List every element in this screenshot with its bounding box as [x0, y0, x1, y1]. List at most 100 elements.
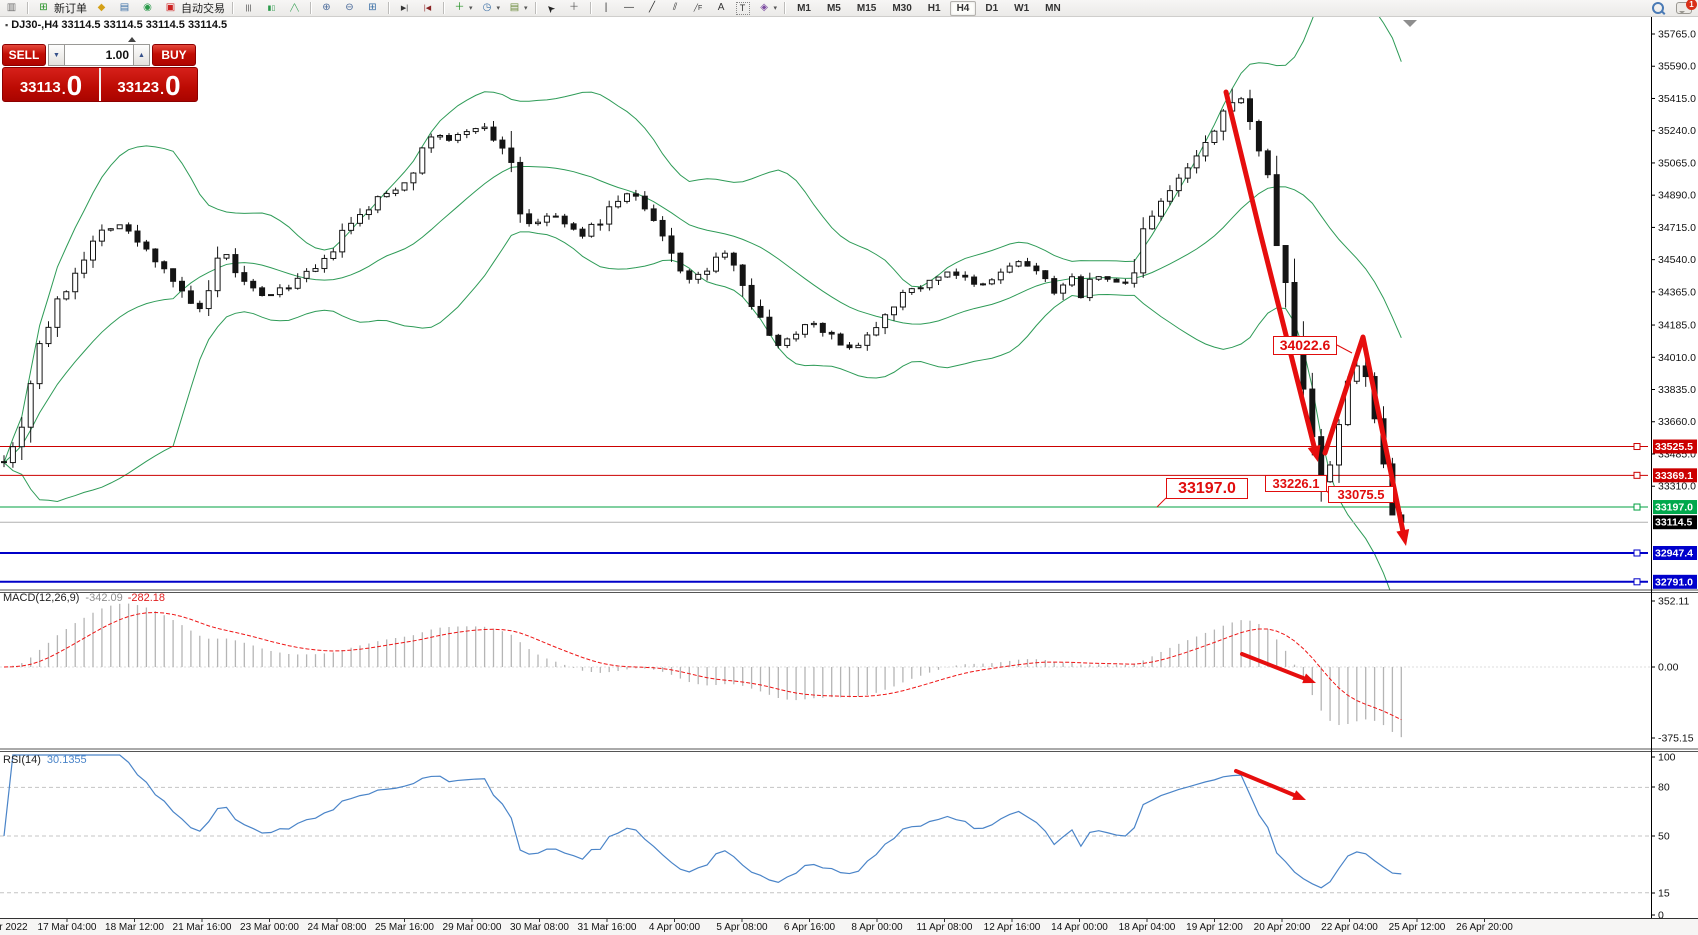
time-axis-label: 25 Apr 12:00	[1389, 922, 1446, 933]
price-level-badge-text: 33525.5	[1655, 441, 1693, 453]
equidistant-channel-icon[interactable]: ⫽	[665, 1, 686, 16]
sell-button[interactable]: SELL	[2, 44, 46, 66]
annotation-connector	[1393, 496, 1400, 518]
price-level-badge	[1653, 546, 1697, 561]
time-axis-label: 5 Apr 08:00	[716, 922, 768, 933]
chart-shift-marker-icon[interactable]	[1403, 20, 1417, 27]
timeframe-h4-button[interactable]: H4	[949, 0, 977, 16]
timeframe-m5-button[interactable]: M5	[826, 2, 841, 14]
time-axis-label: 20 Apr 20:00	[1254, 922, 1311, 933]
timeframe-d1-button[interactable]: D1	[985, 2, 999, 14]
timeframe-m15-button[interactable]: M15	[856, 2, 877, 14]
toolbar-separator	[27, 2, 28, 14]
buy-price[interactable]: 33123. 0	[117, 70, 181, 101]
zoom-out-icon[interactable]: ⊖	[339, 1, 360, 16]
level-drag-handle[interactable]	[1633, 471, 1641, 479]
trend-arrow[interactable]	[1223, 89, 1317, 449]
trendline-icon[interactable]: ╱	[642, 1, 663, 16]
eraser-icon[interactable]: ◆	[91, 1, 112, 16]
zoom-in-icon: ⊕	[322, 2, 331, 13]
annotation-connector	[1156, 497, 1167, 508]
template-icon[interactable]: ▤ ▾	[504, 1, 530, 16]
price-axis-label: 34010.0	[1658, 352, 1696, 364]
panel-collapse-arrow-icon[interactable]	[128, 37, 136, 42]
rsi-line	[3, 754, 1402, 889]
timeframe-mn-button[interactable]: MN	[1045, 2, 1061, 14]
text-icon: A	[717, 2, 725, 13]
crosshair-icon[interactable]: ＋	[564, 1, 585, 16]
dropdown-arrow-icon[interactable]: ▾	[496, 5, 501, 12]
toolbar-right-group: 1	[1652, 0, 1697, 16]
time-axis-label: 21 Mar 16:00	[173, 922, 232, 933]
price-level-badge	[1653, 515, 1697, 530]
level-drag-handle[interactable]	[1633, 503, 1641, 511]
horizontal-line-icon[interactable]: —	[619, 1, 640, 16]
line-chart-icon: ╱╲	[290, 4, 299, 12]
trend-arrow-head	[1307, 444, 1321, 462]
time-axis-label: 14 Apr 00:00	[1051, 922, 1108, 933]
dropdown-arrow-icon[interactable]: ▾	[469, 5, 473, 12]
time-axis-label: 29 Mar 00:00	[443, 922, 502, 933]
trend-arrow[interactable]	[1322, 334, 1406, 533]
trend-arrow[interactable]	[1234, 769, 1297, 798]
cursor-icon[interactable]: ➤	[541, 1, 562, 16]
dropdown-arrow-icon[interactable]: ▾	[524, 5, 528, 12]
time-axis-label: 11 Apr 08:00	[917, 922, 973, 933]
price-level-badge	[1653, 439, 1697, 454]
chart-shift-icon[interactable]: |◀	[417, 1, 438, 16]
market-watch-icon[interactable]: ▥	[1, 1, 22, 16]
price-annotation[interactable]: 33226.1	[1265, 475, 1327, 492]
periods-icon[interactable]: ◷ ▾	[477, 1, 503, 16]
indicators-icon[interactable]: ＋ ▾	[449, 1, 475, 16]
dropdown-arrow-icon[interactable]: ▾	[773, 5, 778, 12]
tile-windows-icon[interactable]: ⊞	[362, 1, 383, 16]
trendline-icon: ╱	[649, 2, 656, 13]
chat-icon[interactable]: 1	[1676, 0, 1697, 14]
price-annotation[interactable]: 34022.6	[1273, 336, 1337, 355]
fibonacci-icon[interactable]: ╱F	[688, 1, 709, 16]
new-order-button[interactable]: ⊞ 新订单	[33, 1, 89, 16]
volume-decrease-button[interactable]: ▼	[48, 44, 65, 66]
text-label-icon[interactable]: T	[734, 1, 752, 16]
timeframe-h1-button[interactable]: H1	[927, 2, 941, 14]
time-axis-label: 16 Mar 2022	[0, 922, 28, 933]
search-icon[interactable]	[1652, 2, 1664, 14]
signal-icon[interactable]: ◉	[137, 1, 158, 16]
volume-increase-button[interactable]: ▲	[133, 44, 150, 66]
buy-button[interactable]: BUY	[152, 44, 196, 66]
price-annotation[interactable]: 33075.5	[1328, 486, 1394, 503]
time-axis-label: 19 Apr 12:00	[1186, 922, 1243, 933]
vertical-line-icon[interactable]: |	[596, 1, 617, 16]
timeframe-m30-button[interactable]: M30	[892, 2, 912, 14]
text-icon[interactable]: A	[711, 1, 732, 16]
time-axis-label: 25 Mar 16:00	[375, 922, 434, 933]
new-order-button: ⊞	[39, 2, 48, 13]
auto-scroll-icon[interactable]: ▶|	[394, 1, 415, 16]
candlestick-chart-icon[interactable]: ▮▯	[261, 1, 282, 16]
timeframe-m1-button[interactable]: M1	[797, 2, 811, 14]
rsi-axis-label: 100	[1658, 752, 1676, 764]
time-axis-strip	[0, 919, 1698, 935]
indicators-icon: ＋	[454, 2, 465, 13]
line-chart-icon[interactable]: ╱╲	[284, 1, 305, 16]
price-axis-label: 34185.0	[1658, 320, 1696, 332]
arrows-shapes-icon[interactable]: ◈ ▾	[754, 1, 780, 16]
level-drag-handle[interactable]	[1633, 549, 1641, 557]
profiles-icon[interactable]: ▤	[114, 1, 135, 16]
timeframe-w1-button[interactable]: W1	[1014, 2, 1030, 14]
volume-input[interactable]	[65, 44, 133, 66]
rsi-axis-label: 0	[1658, 910, 1664, 922]
level-drag-handle[interactable]	[1633, 578, 1641, 586]
zoom-in-icon[interactable]: ⊕	[316, 1, 337, 16]
toolbar-separator	[388, 2, 389, 14]
autotrading-button[interactable]: ▣ 自动交易	[160, 1, 227, 16]
trend-arrow[interactable]	[1240, 652, 1307, 681]
price-annotation[interactable]: 33197.0	[1166, 478, 1248, 499]
time-axis-label: 12 Apr 16:00	[984, 922, 1041, 933]
macd-axis-label: 0.00	[1658, 662, 1679, 674]
level-drag-handle[interactable]	[1633, 443, 1641, 451]
bar-chart-icon[interactable]: |||	[238, 1, 259, 16]
tile-windows-icon: ⊞	[368, 2, 377, 13]
time-axis-label: 18 Apr 04:00	[1119, 922, 1176, 933]
sell-price[interactable]: 33113. 0	[19, 70, 83, 101]
